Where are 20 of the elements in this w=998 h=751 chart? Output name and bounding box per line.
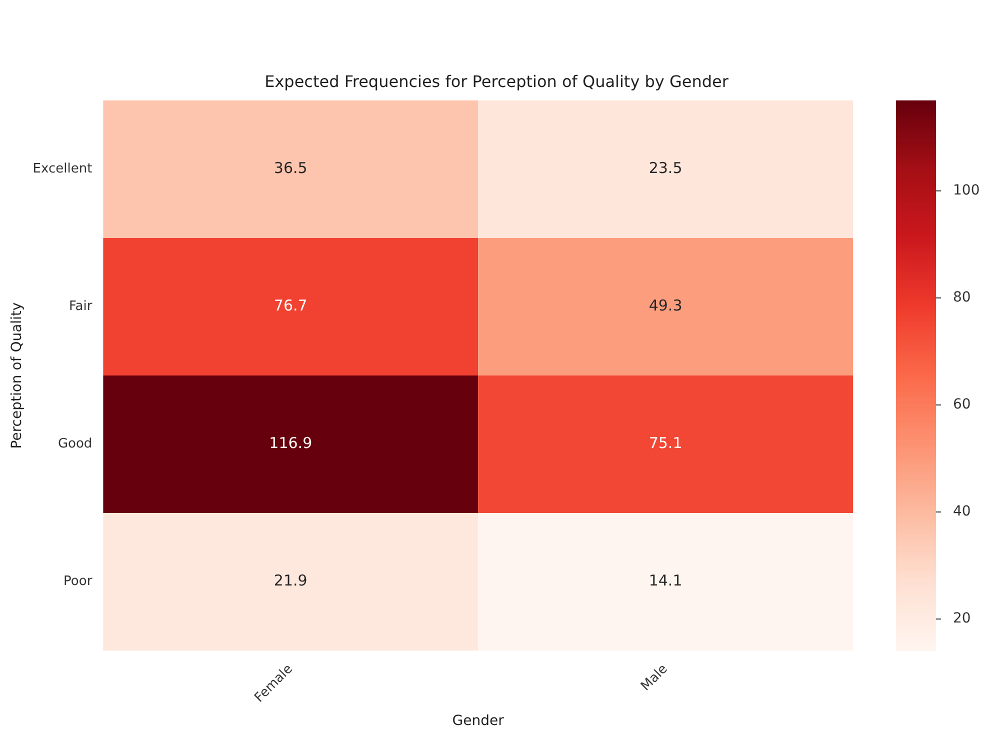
x-axis-title: Gender	[452, 712, 504, 729]
color-bar-label: 100	[953, 182, 980, 198]
y-tick-label: Excellent	[32, 162, 92, 177]
y-axis-title: Perception of Quality	[9, 302, 26, 449]
data-label: 21.9	[274, 572, 308, 590]
chart-title: Expected Frequencies for Perception of Quality by Gender	[264, 72, 729, 91]
y-tick-label: Good	[58, 436, 92, 452]
y-tick-label: Poor	[64, 574, 93, 590]
color-bar-label: 60	[953, 396, 971, 413]
color-bar-label: 40	[953, 504, 971, 520]
data-label: 23.5	[648, 159, 682, 178]
data-label: 75.1	[648, 434, 682, 452]
y-tick-label: Fair	[68, 299, 93, 314]
color-bar-label: 80	[953, 290, 971, 306]
data-label: 76.7	[274, 296, 308, 315]
data-label: 49.3	[648, 296, 682, 315]
color-bar-label: 20	[953, 610, 971, 627]
data-label: 14.1	[648, 572, 682, 590]
data-label: 116.9	[269, 434, 312, 452]
data-label: 36.5	[274, 159, 308, 178]
